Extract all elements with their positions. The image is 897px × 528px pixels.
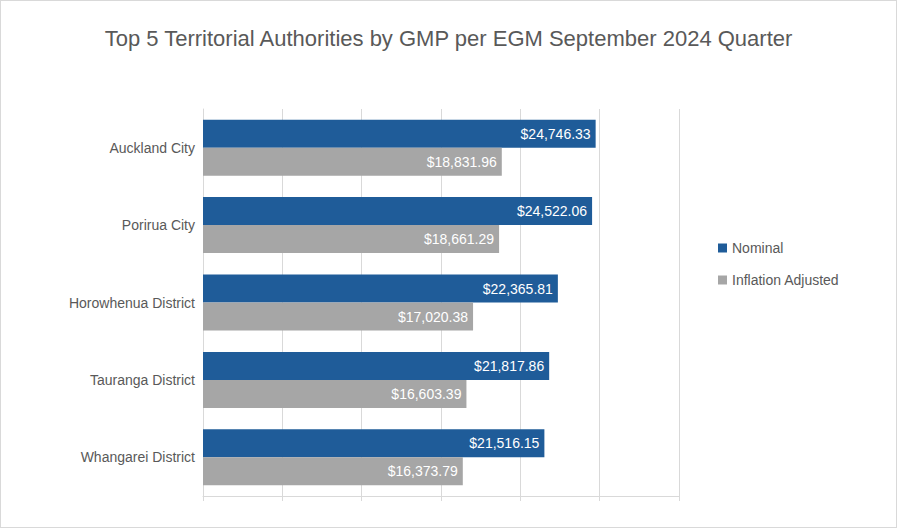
svg-text:Top 5 Territorial Authorities: Top 5 Territorial Authorities by GMP per… [105, 26, 793, 51]
svg-text:Horowhenua District: Horowhenua District [69, 295, 195, 311]
svg-text:Tauranga District: Tauranga District [90, 372, 195, 388]
svg-text:Nominal: Nominal [732, 240, 783, 256]
svg-text:Inflation Adjusted: Inflation Adjusted [732, 272, 839, 288]
svg-text:$24,522.06: $24,522.06 [517, 203, 587, 219]
svg-text:$21,516.15: $21,516.15 [469, 435, 539, 451]
svg-text:Whangarei District: Whangarei District [81, 449, 195, 465]
svg-text:$21,817.86: $21,817.86 [474, 358, 544, 374]
svg-text:Auckland City: Auckland City [109, 140, 195, 156]
svg-text:$22,365.81: $22,365.81 [483, 281, 553, 297]
svg-text:$18,831.96: $18,831.96 [427, 154, 497, 170]
svg-text:$16,373.79: $16,373.79 [388, 463, 458, 479]
svg-text:$16,603.39: $16,603.39 [391, 386, 461, 402]
svg-text:$18,661.29: $18,661.29 [424, 231, 494, 247]
svg-text:$24,746.33: $24,746.33 [521, 126, 591, 142]
svg-text:Porirua City: Porirua City [122, 217, 195, 233]
svg-text:$17,020.38: $17,020.38 [398, 309, 468, 325]
